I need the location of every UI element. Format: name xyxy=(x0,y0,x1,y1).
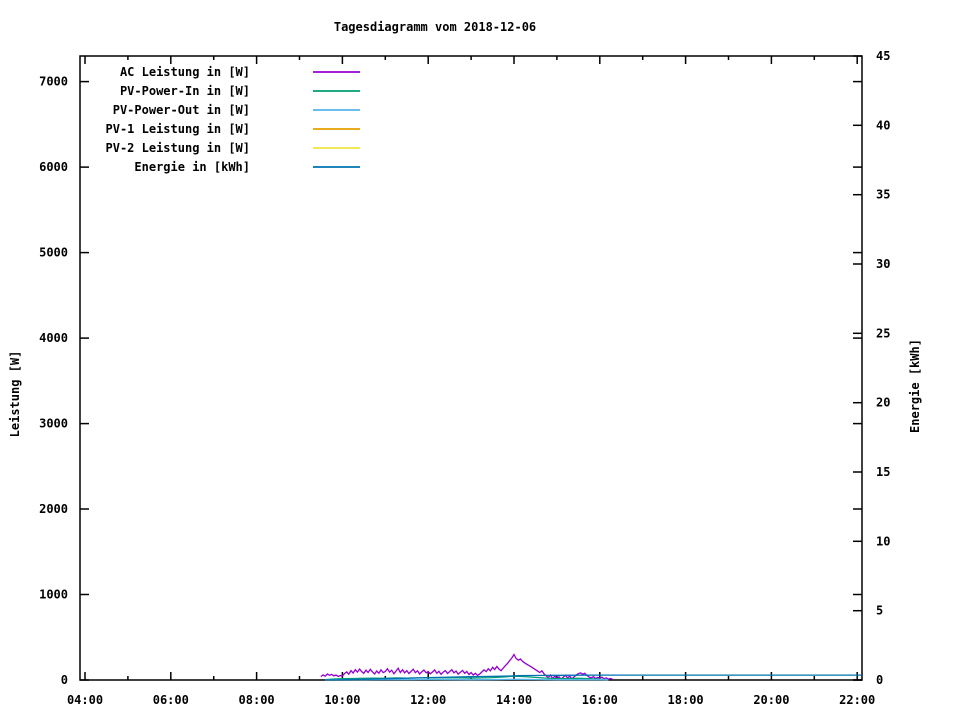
y-left-tick-label: 3000 xyxy=(39,417,68,431)
y-right-tick-label: 45 xyxy=(876,49,890,63)
legend-label-pv2: PV-2 Leistung in [W] xyxy=(106,141,251,155)
y-right-tick-label: 35 xyxy=(876,188,890,202)
series-ac xyxy=(320,653,613,681)
series-pv_in xyxy=(325,675,609,681)
x-tick-label: 22:00 xyxy=(839,693,875,707)
series-energie xyxy=(325,674,862,681)
legend-label-pv_out: PV-Power-Out in [W] xyxy=(113,103,250,117)
x-tick-label: 16:00 xyxy=(582,693,618,707)
x-tick-label: 12:00 xyxy=(410,693,446,707)
y-right-tick-label: 30 xyxy=(876,257,890,271)
y-left-tick-label: 6000 xyxy=(39,160,68,174)
x-tick-label: 14:00 xyxy=(496,693,532,707)
legend-label-energie: Energie in [kWh] xyxy=(134,160,250,174)
x-tick-label: 10:00 xyxy=(324,693,360,707)
x-tick-label: 18:00 xyxy=(668,693,704,707)
y-right-tick-label: 5 xyxy=(876,604,883,618)
chart-title: Tagesdiagramm vom 2018-12-06 xyxy=(333,20,537,34)
y-left-tick-label: 1000 xyxy=(39,588,68,602)
y-left-tick-label: 4000 xyxy=(39,331,68,345)
x-tick-label: 08:00 xyxy=(239,693,275,707)
y-left-tick-label: 0 xyxy=(61,673,68,687)
legend-label-pv_in: PV-Power-In in [W] xyxy=(120,84,250,98)
y-right-tick-label: 40 xyxy=(876,118,890,132)
y-right-tick-label: 10 xyxy=(876,534,890,548)
y-left-tick-label: 5000 xyxy=(39,246,68,260)
legend-label-ac: AC Leistung in [W] xyxy=(120,65,250,79)
x-tick-label: 04:00 xyxy=(67,693,103,707)
legend-label-pv1: PV-1 Leistung in [W] xyxy=(106,122,251,136)
y-right-tick-label: 25 xyxy=(876,326,890,340)
y-right-tick-label: 15 xyxy=(876,465,890,479)
y-right-tick-label: 0 xyxy=(876,673,883,687)
y-right-tick-label: 20 xyxy=(876,396,890,410)
x-tick-label: 20:00 xyxy=(753,693,789,707)
y-left-tick-label: 2000 xyxy=(39,502,68,516)
x-tick-label: 06:00 xyxy=(153,693,189,707)
y-left-tick-label: 7000 xyxy=(39,75,68,89)
